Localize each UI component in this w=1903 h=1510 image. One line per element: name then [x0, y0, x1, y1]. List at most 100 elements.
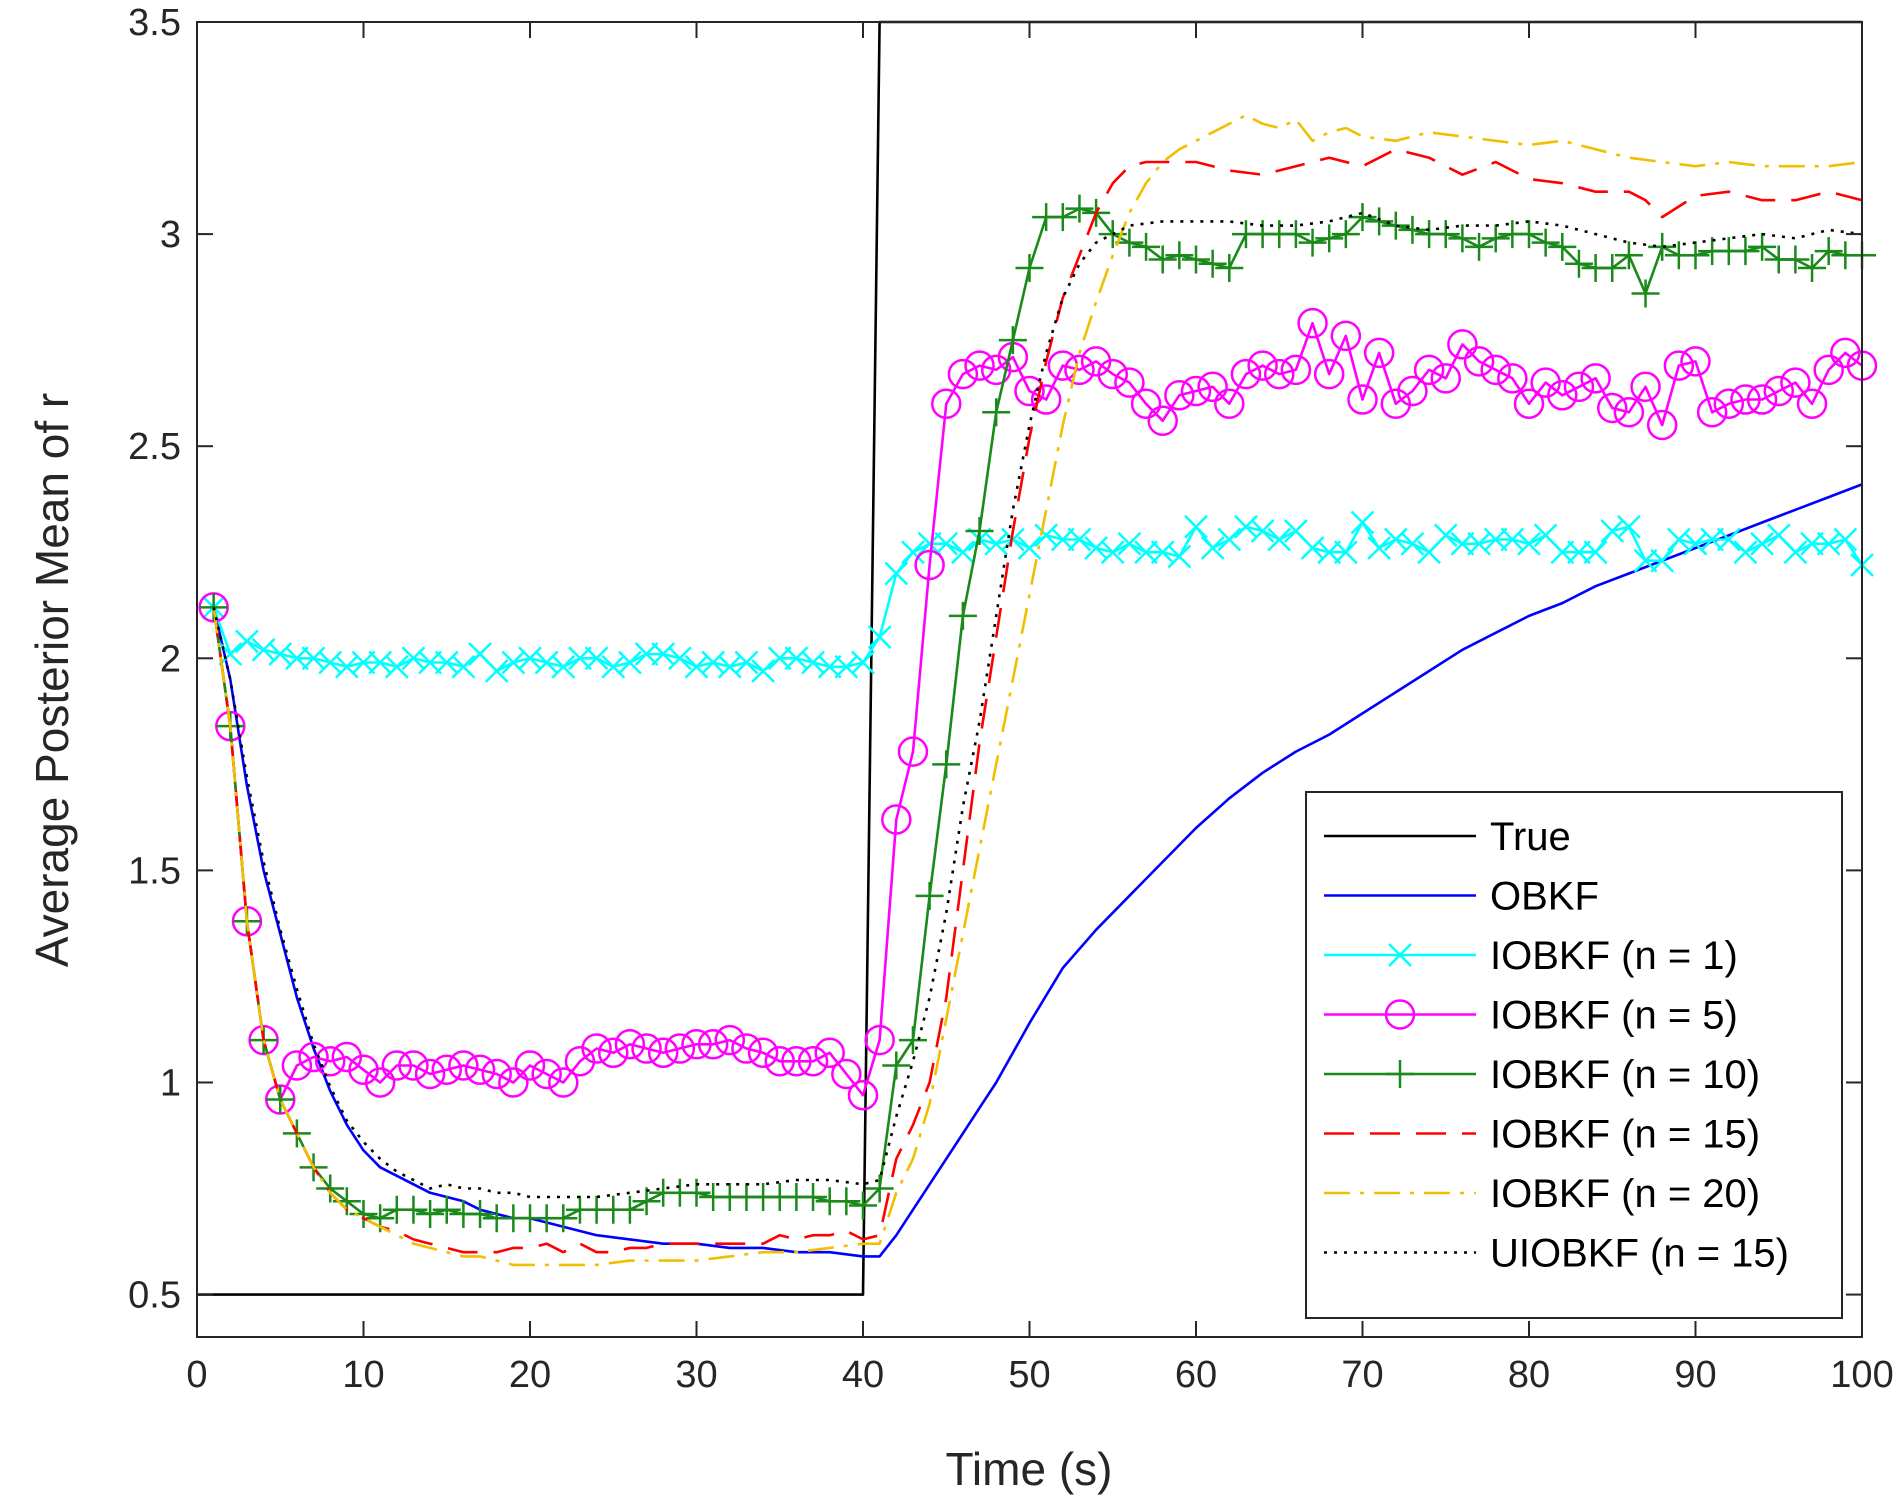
series-iobkf-n-10 — [199, 194, 1876, 1233]
data-point-iobkf-n-1 — [751, 659, 775, 683]
legend-label-iobkf-n-10: IOBKF (n = 10) — [1490, 1053, 1760, 1097]
data-point-iobkf-n-5 — [314, 1046, 346, 1077]
data-point-iobkf-n-5 — [647, 1037, 679, 1069]
data-point-iobkf-n-5 — [398, 1050, 429, 1081]
legend-label-obkf: OBKF — [1490, 875, 1599, 919]
data-point-iobkf-n-1 — [1567, 540, 1591, 565]
data-point-iobkf-n-1 — [334, 654, 359, 679]
data-point-iobkf-n-1 — [1400, 531, 1425, 556]
data-point-iobkf-n-10 — [1781, 245, 1810, 274]
data-point-iobkf-n-1 — [1150, 540, 1175, 565]
data-point-iobkf-n-1 — [1367, 536, 1392, 560]
data-point-iobkf-n-1 — [1300, 536, 1325, 560]
data-point-iobkf-n-5 — [1363, 337, 1395, 369]
data-point-iobkf-n-10 — [1348, 203, 1377, 232]
series-obkf — [212, 483, 1863, 1258]
data-point-iobkf-n-10 — [1198, 249, 1227, 278]
data-point-iobkf-n-10 — [349, 1199, 378, 1228]
data-point-iobkf-n-5 — [814, 1037, 845, 1069]
data-point-iobkf-n-1 — [701, 650, 726, 675]
data-point-iobkf-n-1 — [1700, 527, 1725, 552]
data-point-iobkf-n-10 — [832, 1187, 861, 1216]
data-point-iobkf-n-5 — [1813, 354, 1844, 386]
data-point-iobkf-n-5 — [1796, 388, 1828, 420]
y-axis-label: Average Posterior Mean of r — [26, 393, 78, 967]
data-point-iobkf-n-5 — [381, 1050, 413, 1081]
data-point-iobkf-n-1 — [1433, 523, 1458, 548]
data-point-iobkf-n-5 — [498, 1067, 529, 1098]
y-tick-label: 1.5 — [128, 850, 181, 892]
data-point-iobkf-n-1 — [518, 646, 542, 671]
data-point-iobkf-n-5 — [1130, 388, 1162, 420]
data-point-iobkf-n-1 — [1234, 514, 1258, 539]
data-point-iobkf-n-5 — [1297, 307, 1328, 339]
data-point-iobkf-n-5 — [1680, 346, 1711, 377]
x-tick-label: 50 — [1008, 1354, 1050, 1396]
data-point-iobkf-n-5 — [364, 1067, 396, 1098]
data-point-iobkf-n-1 — [1250, 519, 1275, 543]
y-tick-label: 2 — [160, 638, 181, 680]
data-point-iobkf-n-5 — [1214, 388, 1245, 420]
data-point-iobkf-n-10 — [266, 1085, 295, 1114]
data-point-iobkf-n-1 — [501, 650, 526, 675]
data-point-iobkf-n-1 — [1583, 540, 1608, 565]
x-axis-label: Time (s) — [946, 1443, 1113, 1495]
data-point-iobkf-n-10 — [632, 1187, 661, 1216]
data-point-iobkf-n-1 — [1733, 540, 1758, 565]
data-point-iobkf-n-1 — [1716, 527, 1741, 552]
data-point-iobkf-n-1 — [984, 531, 1009, 556]
data-point-iobkf-n-10 — [549, 1204, 578, 1233]
data-point-iobkf-n-1 — [1034, 523, 1059, 548]
legend-box — [1305, 791, 1843, 1319]
data-point-iobkf-n-10 — [316, 1174, 345, 1203]
data-point-iobkf-n-1 — [1783, 540, 1808, 565]
data-point-iobkf-n-10 — [399, 1195, 428, 1224]
data-point-iobkf-n-5 — [1064, 354, 1095, 386]
series-line-iobkf-n-20 — [212, 114, 1863, 1267]
data-point-iobkf-n-1 — [1617, 514, 1641, 539]
data-point-iobkf-n-5 — [1030, 384, 1062, 415]
data-point-iobkf-n-10 — [1165, 241, 1194, 270]
x-tick-label: 90 — [1674, 1354, 1716, 1396]
data-point-iobkf-n-5 — [1430, 363, 1461, 394]
data-point-iobkf-n-1 — [1633, 548, 1658, 573]
y-tick-label: 3 — [160, 214, 181, 256]
data-point-iobkf-n-5 — [1397, 375, 1428, 407]
series-iobkf-n-15 — [212, 148, 1863, 1254]
data-point-iobkf-n-5 — [631, 1033, 662, 1064]
data-point-iobkf-n-10 — [799, 1183, 828, 1212]
data-point-iobkf-n-5 — [1713, 388, 1745, 420]
data-point-iobkf-n-5 — [847, 1079, 879, 1111]
data-point-iobkf-n-1 — [1600, 519, 1625, 543]
data-point-iobkf-n-1 — [1550, 540, 1575, 565]
data-point-iobkf-n-10 — [1448, 224, 1477, 253]
data-point-iobkf-n-5 — [531, 1058, 562, 1090]
y-tick-label: 3.5 — [128, 2, 181, 44]
data-point-iobkf-n-5 — [714, 1024, 746, 1056]
data-point-iobkf-n-10 — [1548, 232, 1577, 261]
data-point-iobkf-n-5 — [1547, 380, 1578, 411]
data-point-iobkf-n-5 — [731, 1033, 762, 1064]
data-point-iobkf-n-5 — [747, 1037, 779, 1069]
data-point-iobkf-n-5 — [581, 1033, 612, 1064]
series-iobkf-n-1 — [201, 510, 1874, 683]
data-point-iobkf-n-1 — [834, 654, 859, 679]
x-tick-label: 20 — [509, 1354, 551, 1396]
data-point-iobkf-n-5 — [1696, 397, 1728, 428]
data-point-iobkf-n-5 — [1197, 371, 1228, 403]
data-point-iobkf-n-10 — [982, 398, 1011, 427]
data-point-iobkf-n-1 — [451, 654, 476, 679]
data-point-iobkf-n-5 — [1097, 358, 1128, 390]
data-point-iobkf-n-5 — [1413, 354, 1445, 386]
data-point-iobkf-n-1 — [1333, 540, 1358, 565]
data-point-iobkf-n-1 — [851, 650, 875, 675]
data-point-iobkf-n-1 — [867, 625, 892, 649]
legend-marker-iobkf-n-1 — [1388, 943, 1412, 967]
y-tick-label: 1 — [160, 1062, 181, 1104]
data-point-iobkf-n-10 — [1148, 245, 1177, 274]
data-point-iobkf-n-1 — [1067, 527, 1092, 552]
x-tick-label: 30 — [675, 1354, 717, 1396]
data-point-iobkf-n-10 — [1814, 237, 1843, 266]
data-point-iobkf-n-10 — [948, 601, 977, 630]
legend: True OBKF IOBKF (n = 1) IOBKF (n = 5) IOBKF … — [1305, 791, 1843, 1319]
